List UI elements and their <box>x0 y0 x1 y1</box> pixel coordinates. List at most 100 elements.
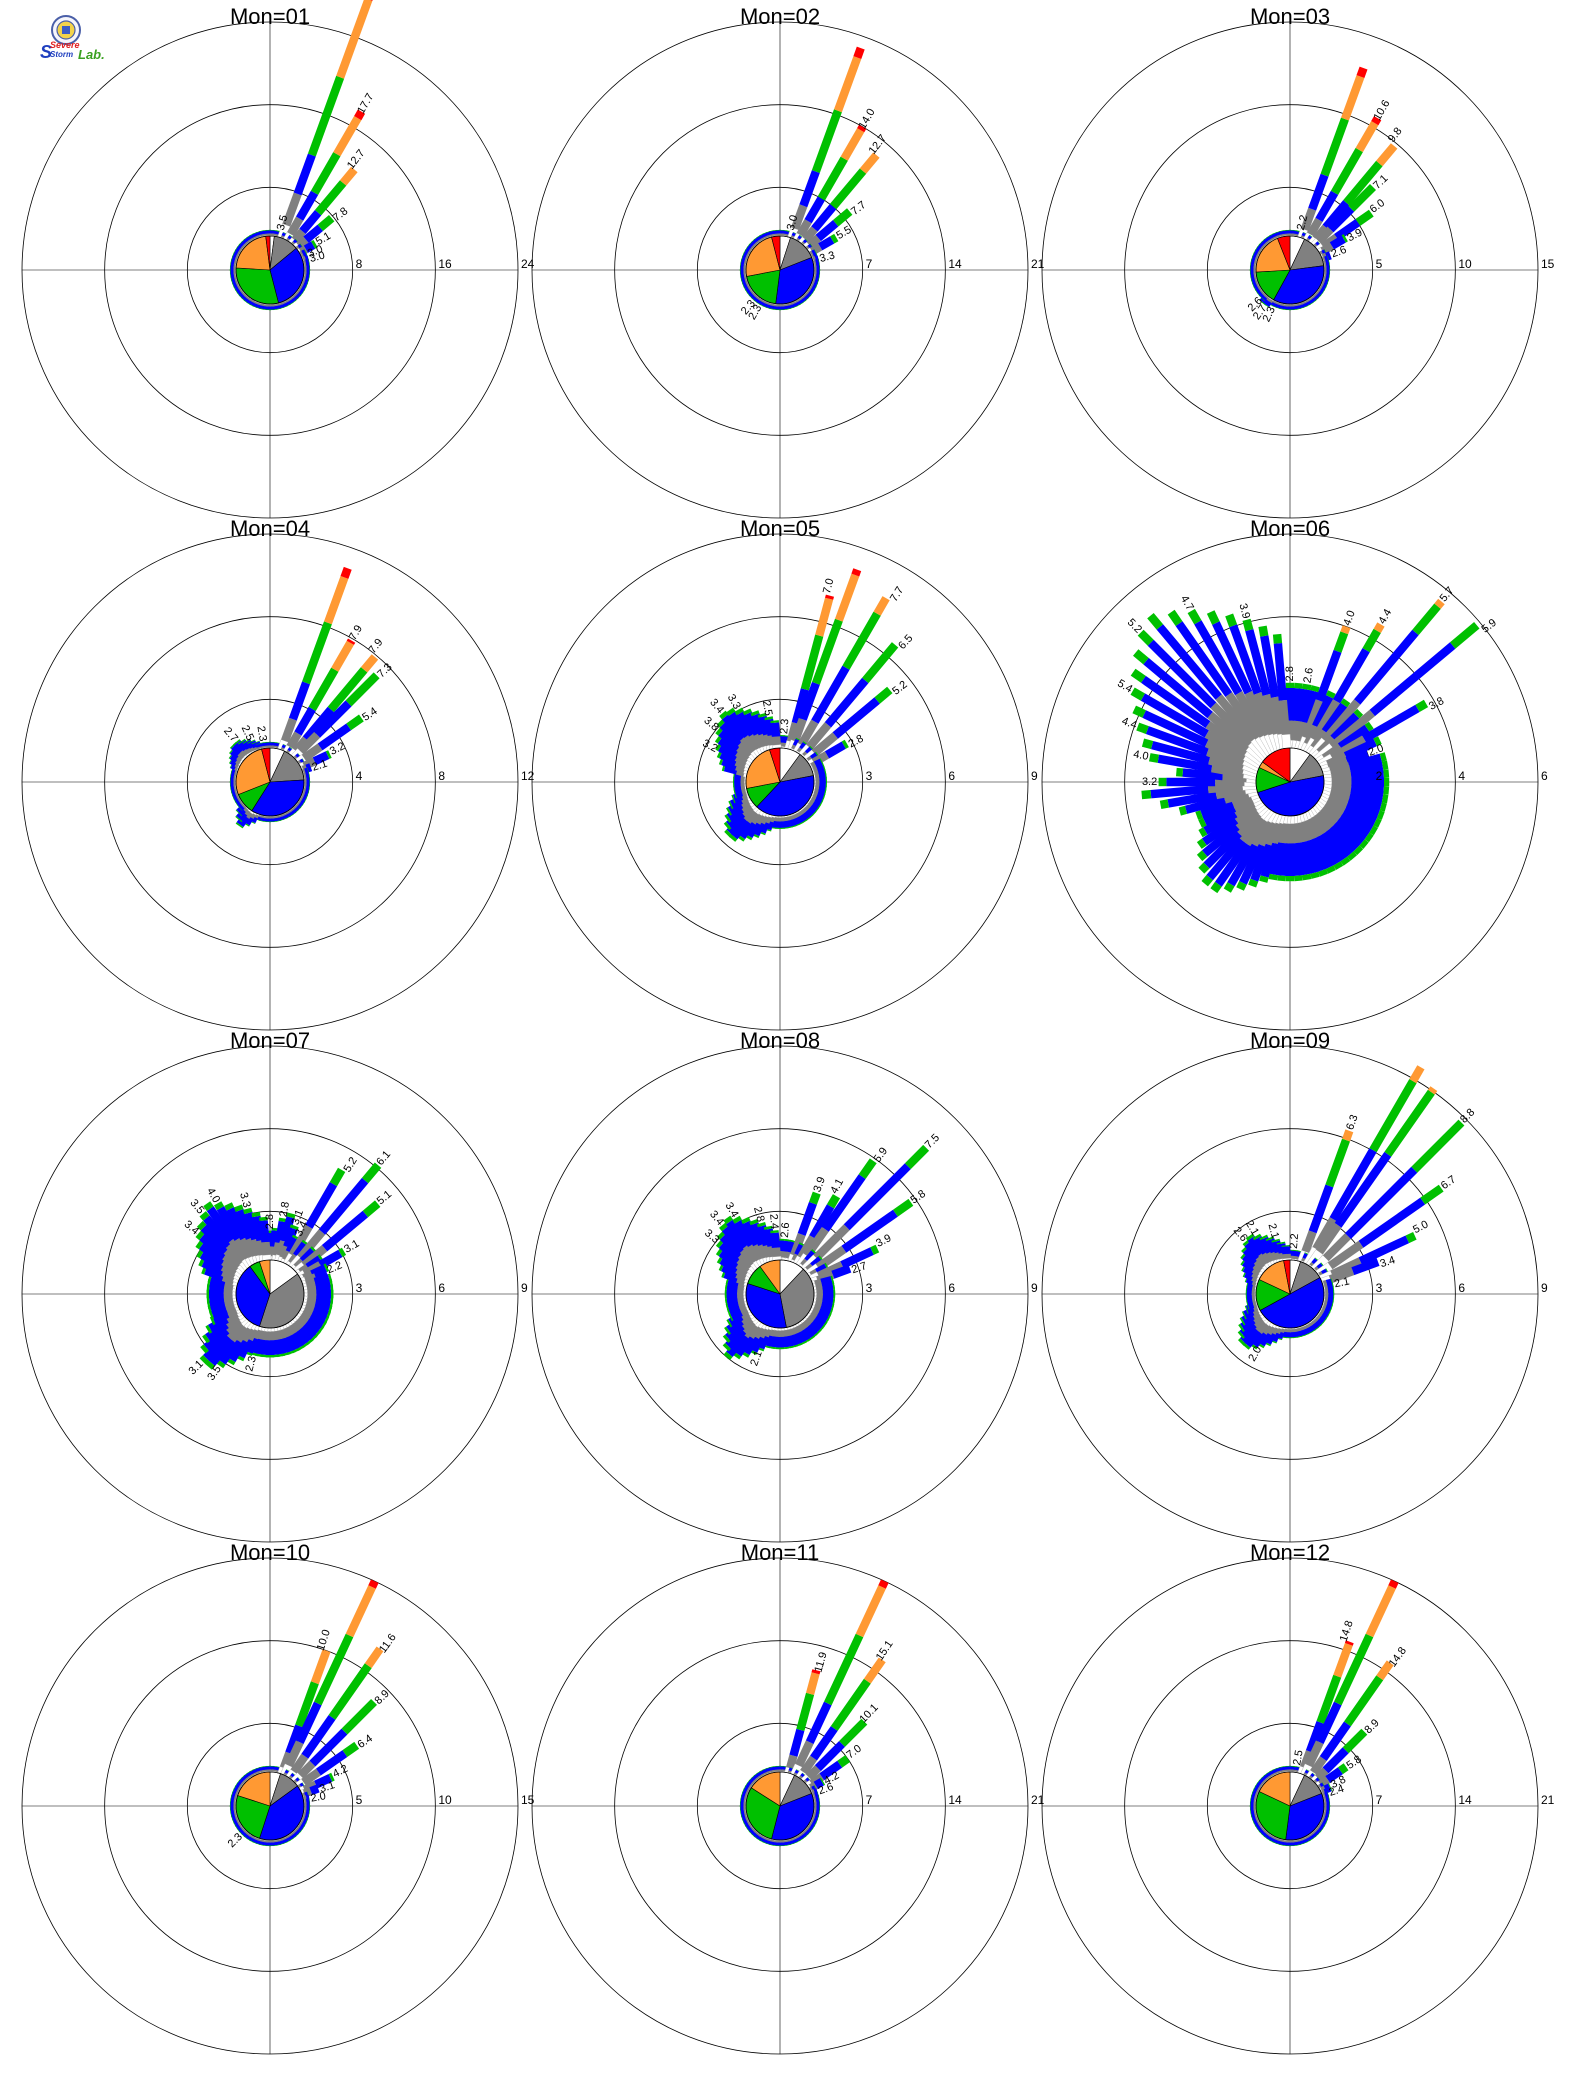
petal-value-label: 3.9 <box>874 1232 893 1250</box>
petal-segment <box>1321 802 1343 821</box>
petal-segment <box>1242 1246 1260 1264</box>
petal-segment <box>734 1334 754 1357</box>
petal-segment <box>1145 726 1209 756</box>
petal-segment <box>1329 709 1375 750</box>
petal-segment <box>811 665 850 724</box>
petal-value-label: 3.1 <box>290 1208 307 1226</box>
petal-value-label: 2.4 <box>1327 1783 1345 1799</box>
petal-value-label: 3.3 <box>237 1191 253 1209</box>
petal-segment <box>233 739 241 746</box>
petal-segment <box>826 1194 841 1209</box>
petal-segment <box>1167 790 1217 808</box>
petal-segment <box>1315 226 1334 245</box>
petal-segment <box>1315 1767 1329 1781</box>
petal-segment <box>724 1326 731 1335</box>
petal-segment <box>772 1766 781 1770</box>
petal-segment <box>1369 1079 1417 1153</box>
petal-segment <box>199 1233 228 1260</box>
petal-segment <box>294 706 316 736</box>
ring-label: 8 <box>356 257 363 271</box>
petal-segment <box>317 723 352 751</box>
petal-value-label: 6.3 <box>1344 1113 1361 1131</box>
wind-rose-panel: Mon=07 6.1 5.1 5.2 3.1 2.2 2.8 2.8 3.1 3.4 3.3 4.0 3… <box>15 1028 528 1549</box>
petal-value-label: 3.0 <box>308 249 326 265</box>
petal-value-label: 2.5 <box>1291 1749 1305 1766</box>
petal-segment <box>1321 702 1348 735</box>
petal-segment <box>1348 793 1382 811</box>
petal-segment <box>1285 682 1295 688</box>
petal-segment <box>870 1244 880 1255</box>
petal-segment <box>772 1765 781 1767</box>
wind-rose-panel: Mon=02 14.0 12.7 7.7 5.5 3.3 3.0 2.3 2.3 7 14 21 <box>525 4 1045 525</box>
petal-segment <box>726 1319 733 1328</box>
petal-value-label: 7.7 <box>888 585 906 604</box>
petal-value-label: 12.7 <box>345 147 368 171</box>
petal-segment <box>1269 841 1284 876</box>
petal-value-label: 7.9 <box>367 637 386 656</box>
petal-segment <box>1203 809 1238 835</box>
petal-segment <box>1203 804 1237 826</box>
petal-segment <box>1353 845 1364 856</box>
petal-segment <box>1364 721 1374 732</box>
petal-segment <box>791 717 807 743</box>
petal-segment <box>1202 823 1240 857</box>
wind-rose-plot: 7.55.95.83.92.74.13.92.62.42.83.43.43.32… <box>531 1045 1038 1543</box>
petal-segment <box>1136 722 1149 734</box>
petal-segment <box>771 1247 781 1257</box>
petal-segment <box>851 568 862 577</box>
petal-segment <box>1294 875 1303 882</box>
ring-label: 3 <box>356 1281 363 1295</box>
petal-segment <box>329 1167 346 1187</box>
ring-label: 10 <box>1458 257 1472 271</box>
petal-segment <box>341 1699 377 1735</box>
petal-segment <box>1240 1325 1259 1344</box>
ring-label: 21 <box>1031 1793 1045 1807</box>
petal-segment <box>1346 799 1380 819</box>
petal-segment <box>1195 810 1204 820</box>
petal-segment <box>726 1333 749 1357</box>
petal-segment <box>1334 219 1361 241</box>
petal-segment <box>1307 838 1327 872</box>
petal-segment <box>262 1766 271 1770</box>
petal-segment <box>1282 1765 1291 1767</box>
petal-value-label: 4.0 <box>1341 609 1358 627</box>
ring-label: 3 <box>866 769 873 783</box>
petal-segment <box>1321 829 1348 862</box>
petal-segment <box>1302 873 1312 881</box>
petal-segment <box>1364 832 1374 843</box>
petal-segment <box>228 1323 247 1343</box>
petal-segment <box>1327 1240 1364 1270</box>
petal-segment <box>1329 235 1346 250</box>
petal-segment <box>863 1657 886 1684</box>
petal-segment <box>307 75 345 157</box>
petal-segment <box>824 741 846 759</box>
petal-segment <box>1383 786 1390 795</box>
petal-segment <box>1259 875 1269 883</box>
petal-segment <box>796 1692 815 1731</box>
petal-segment <box>1176 767 1184 777</box>
petal-value-label: 5.0 <box>1411 1218 1430 1236</box>
petal-segment <box>724 829 733 838</box>
petal-segment <box>1245 629 1271 696</box>
petal-segment <box>305 1317 323 1333</box>
petal-segment <box>318 1249 343 1269</box>
petal-segment <box>1327 205 1355 233</box>
petal-segment <box>1329 1148 1377 1222</box>
calm-circle <box>235 1259 305 1329</box>
petal-segment <box>1325 1767 1343 1783</box>
petal-segment <box>723 821 732 831</box>
wind-rose-panel: Mon=01 17.7 12.7 7.8 5.1 3.0 3.0 3.5 8 16 24 <box>15 0 535 525</box>
petal-segment <box>302 706 335 742</box>
petal-segment <box>1325 1138 1350 1188</box>
petal-segment <box>200 1224 230 1254</box>
petal-segment <box>1384 777 1390 787</box>
petal-segment <box>1340 625 1351 635</box>
petal-segment <box>1198 827 1208 838</box>
petal-segment <box>749 1219 759 1226</box>
petal-segment <box>874 686 893 704</box>
petal-segment <box>722 1334 731 1343</box>
petal-segment <box>756 1222 766 1228</box>
petal-segment <box>1143 657 1213 719</box>
petal-value-label: 3.0 <box>306 243 325 260</box>
petal-value-label: 2.7 <box>850 1260 868 1276</box>
